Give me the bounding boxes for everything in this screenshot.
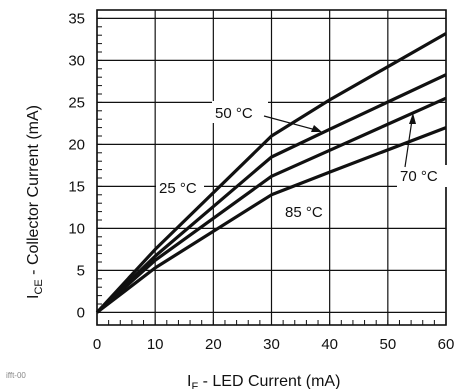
- x-axis-title: IF - LED Current (mA): [187, 373, 340, 389]
- grid: [96, 10, 447, 325]
- y-tick-label: 35: [68, 10, 85, 27]
- y-tick-label: 15: [68, 178, 85, 195]
- annotation-25c: 25 °C: [159, 180, 197, 197]
- y-tick-label: 30: [68, 52, 85, 69]
- y-axis-title: ICE - Collector Current (mA): [25, 105, 45, 299]
- annotation-50c: 50 °C: [215, 105, 253, 122]
- series-line: [95, 73, 447, 314]
- x-tick-label: 50: [379, 336, 396, 353]
- x-tick-label: 0: [93, 336, 101, 353]
- x-tick-label: 60: [438, 336, 455, 353]
- y-tick-label: 25: [68, 94, 85, 111]
- series-line: [95, 32, 447, 314]
- y-tick-label: 5: [77, 262, 85, 279]
- annotations: 50 °C 25 °C 70 °C 85 °C: [156, 101, 451, 221]
- series-lines: [95, 32, 447, 314]
- y-tick-label: 20: [68, 136, 85, 153]
- annotation-85c: 85 °C: [285, 204, 323, 221]
- y-tick-label: 0: [77, 304, 85, 321]
- x-tick-label: 20: [205, 336, 222, 353]
- x-tick-labels: 0 10 20 30 40 50 60: [93, 336, 455, 353]
- annotation-70c: 70 °C: [400, 168, 438, 185]
- x-tick-label: 40: [321, 336, 338, 353]
- y-tick-label: 10: [68, 220, 85, 237]
- minor-ticks: [96, 17, 447, 325]
- x-tick-label: 30: [263, 336, 280, 353]
- footnote: ifft-00: [6, 371, 26, 380]
- x-tick-label: 10: [147, 336, 164, 353]
- series-line: [95, 96, 447, 314]
- series-line: [96, 126, 447, 314]
- y-tick-labels: 0 5 10 15 20 25 30 35: [68, 10, 85, 321]
